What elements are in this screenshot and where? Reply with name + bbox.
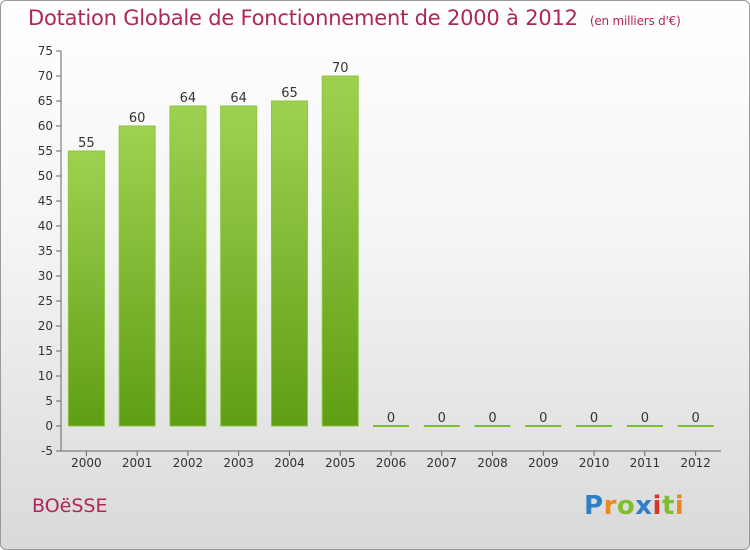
x-tick-label: 2009: [528, 456, 559, 470]
bar: [270, 100, 308, 427]
axes: -5 0 5 10 15 20 25 30 35 40 45 50 55 60 65 70 75 2000 2001…: [38, 44, 721, 470]
y-tick-label: 10: [38, 369, 53, 383]
bar: [321, 75, 359, 427]
y-tick-label: -5: [41, 444, 53, 458]
y-tick-label: 50: [38, 169, 53, 183]
logo-letter: o: [616, 491, 636, 521]
x-tick-label: 2008: [477, 456, 508, 470]
chart-title: Dotation Globale de Fonctionnement de 20…: [28, 6, 681, 30]
bar-value-label: 0: [691, 411, 699, 426]
y-tick-label: 30: [38, 269, 53, 283]
bar-value-label: 0: [438, 411, 446, 426]
y-tick-label: 40: [38, 219, 53, 233]
x-tick-label: 2000: [71, 456, 102, 470]
logo-letter: r: [603, 491, 617, 521]
x-tick-label: 2011: [630, 456, 661, 470]
bar-value-label: 0: [641, 411, 649, 426]
bar-value-label: 65: [281, 86, 298, 101]
title-text: Dotation Globale de Fonctionnement de 20…: [28, 6, 578, 30]
logo-letter: i: [652, 491, 662, 521]
y-tick-label: 0: [45, 419, 53, 433]
bar: [169, 105, 207, 427]
commune-name: BOëSSE: [32, 495, 108, 517]
bar: [220, 105, 258, 427]
logo-letter: P: [584, 491, 604, 521]
bar-value-label: 64: [230, 91, 247, 106]
title-unit: (en milliers d'€): [589, 14, 681, 28]
y-tick-label: 35: [38, 244, 53, 258]
x-tick-label: 2003: [223, 456, 254, 470]
y-tick-label: 70: [38, 69, 53, 83]
bar-value-label: 0: [488, 411, 496, 426]
y-tick-label: 45: [38, 194, 53, 208]
bar-value-label: 70: [332, 61, 349, 76]
x-tick-label: 2002: [173, 456, 204, 470]
x-tick-label: 2004: [274, 456, 305, 470]
bar-value-label: 64: [180, 91, 197, 106]
x-tick-label: 2006: [376, 456, 407, 470]
x-tick-label: 2007: [426, 456, 457, 470]
x-tick-label: 2010: [579, 456, 610, 470]
y-tick-label: 60: [38, 119, 53, 133]
y-tick-label: 20: [38, 319, 53, 333]
bar-value-label: 55: [78, 136, 95, 151]
bar: [118, 125, 156, 427]
y-tick-label: 75: [38, 44, 53, 58]
proxiti-logo: Proxiti: [584, 491, 684, 521]
logo-letter: i: [674, 491, 685, 521]
bar-value-label: 0: [387, 411, 395, 426]
logo-letter: x: [635, 491, 653, 521]
x-tick-label: 2001: [122, 456, 153, 470]
y-tick-label: 5: [45, 394, 53, 408]
x-tick-label: 2012: [680, 456, 711, 470]
bar-value-label: 60: [129, 111, 146, 126]
y-tick-label: 55: [38, 144, 53, 158]
bars: [67, 75, 714, 427]
bar-value-label: 0: [590, 411, 598, 426]
data-labels: 55 60 64 64 65 70 0 0 0 0 0 0 0: [78, 61, 700, 426]
logo-letter: t: [661, 491, 675, 521]
y-tick-label: 15: [38, 344, 53, 358]
bar-value-label: 0: [539, 411, 547, 426]
bar: [67, 150, 105, 427]
y-tick-label: 25: [38, 294, 53, 308]
y-tick-label: 65: [38, 94, 53, 108]
x-tick-label: 2005: [325, 456, 356, 470]
